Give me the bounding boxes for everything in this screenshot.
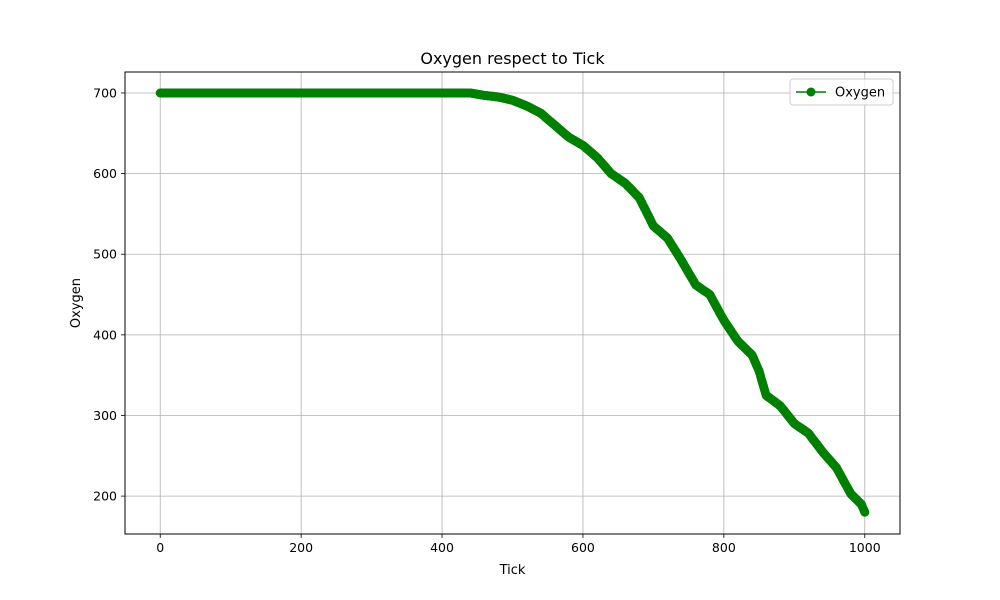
axis-ticks: 0 200 400 600 800 1000 200 300 400 500 600 700 xyxy=(93,85,881,555)
y-tick-label: 700 xyxy=(93,85,117,100)
data-point xyxy=(860,507,870,517)
legend: Oxygen xyxy=(789,78,894,106)
x-tick-label: 800 xyxy=(712,540,736,555)
y-tick-label: 400 xyxy=(93,327,117,342)
y-tick-label: 300 xyxy=(93,408,117,423)
x-tick-label: 400 xyxy=(430,540,454,555)
legend-marker xyxy=(806,87,816,97)
y-axis-label: Oxygen xyxy=(69,278,84,328)
series-oxygen xyxy=(155,88,870,517)
plot-area-frame xyxy=(124,71,901,535)
x-tick-label: 200 xyxy=(289,540,313,555)
x-tick-label: 1000 xyxy=(849,540,881,555)
legend-label-oxygen: Oxygen xyxy=(835,86,885,101)
legend-box xyxy=(789,78,894,106)
y-tick-label: 200 xyxy=(93,489,117,504)
chart-title: Oxygen respect to Tick xyxy=(420,49,605,68)
y-tick-label: 600 xyxy=(93,166,117,181)
x-tick-label: 600 xyxy=(571,540,595,555)
x-axis-label: Tick xyxy=(499,563,526,578)
grid-lines xyxy=(125,72,900,534)
y-tick-label: 500 xyxy=(93,247,117,262)
x-tick-label: 0 xyxy=(156,540,164,555)
